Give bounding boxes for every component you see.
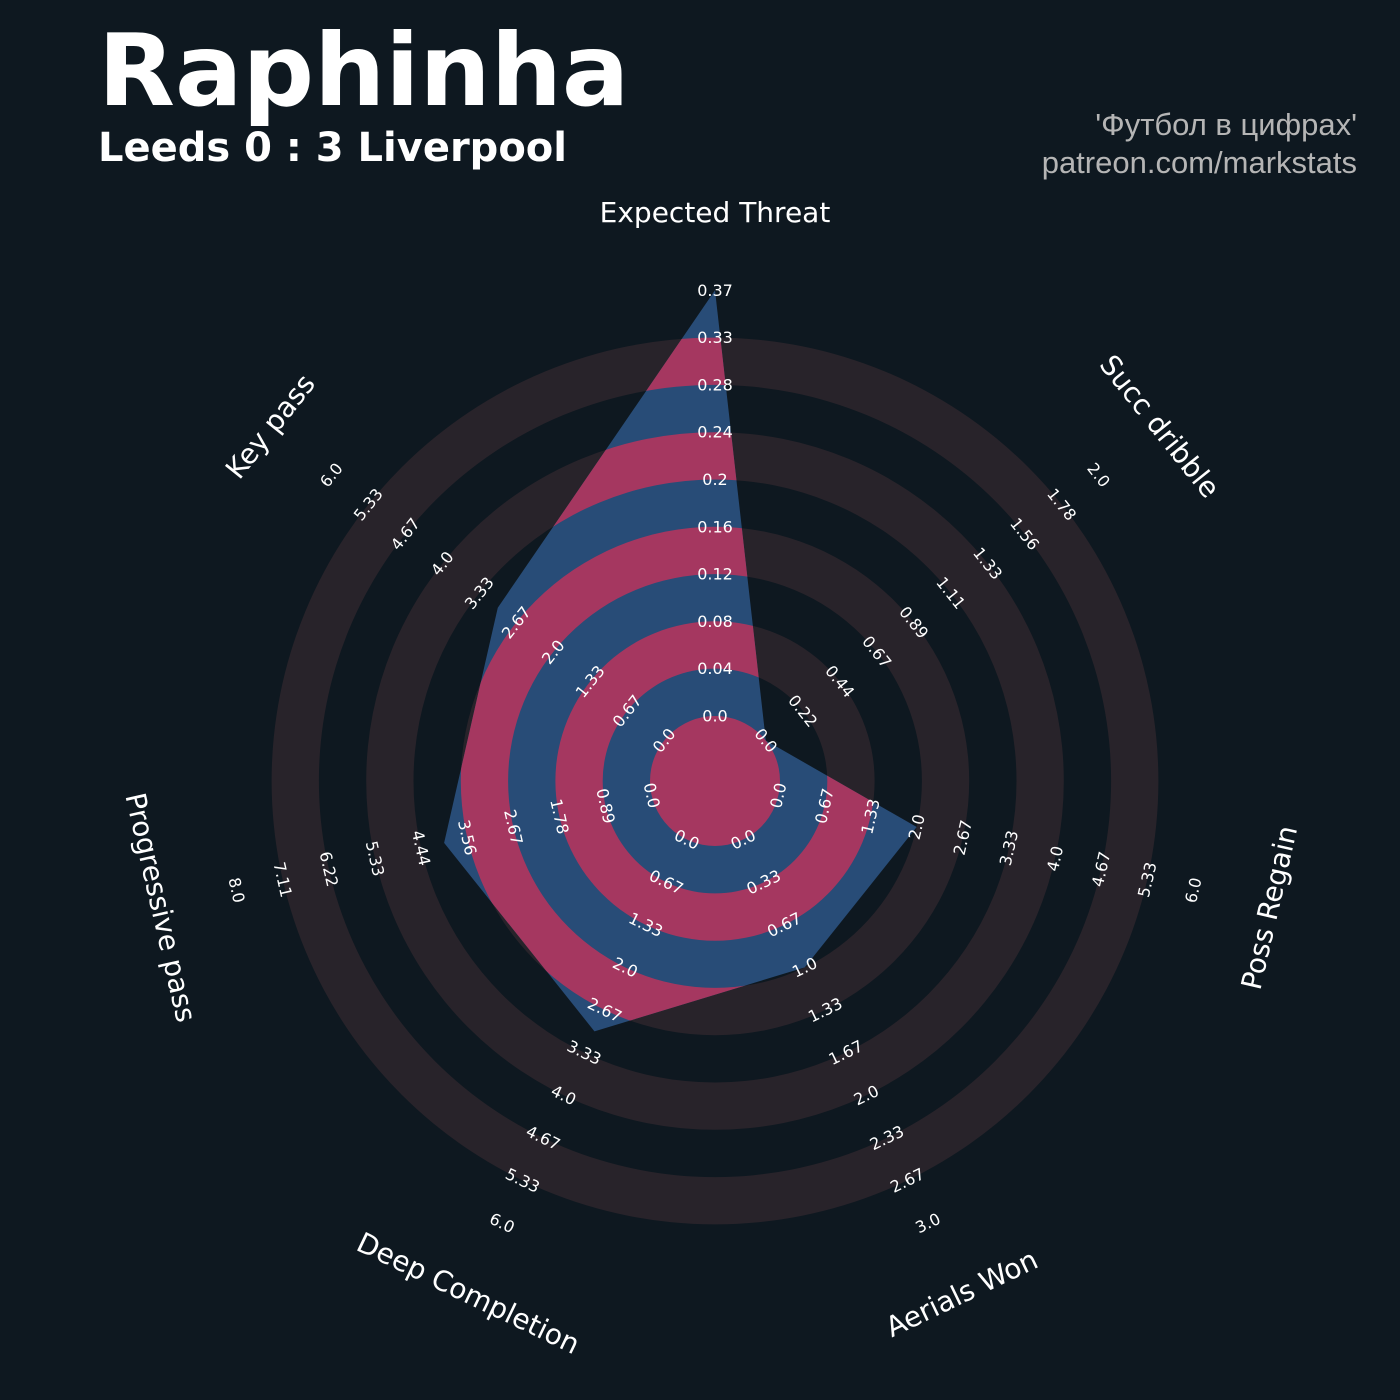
tick-label: 6.0 — [316, 459, 347, 491]
match-subtitle: Leeds 0 : 3 Liverpool — [98, 125, 567, 171]
tick-label: 0.24 — [697, 423, 733, 442]
polygon-inner-disc — [650, 716, 780, 846]
axis-label: Deep Completion — [352, 1226, 585, 1361]
tick-label: 0.12 — [697, 565, 733, 584]
player-name-title: Raphinha — [98, 12, 630, 129]
tick-label: 6.0 — [487, 1209, 518, 1237]
tick-label: 0.2 — [702, 470, 727, 489]
tick-label: 0.08 — [697, 612, 733, 631]
axis-label: Expected Threat — [600, 196, 831, 229]
axis-label: Progressive pass — [118, 790, 202, 1026]
tick-label: 0.37 — [697, 281, 733, 300]
tick-label: 0.33 — [697, 328, 733, 347]
tick-label: 6.0 — [1181, 876, 1205, 905]
axis-label: Aerials Won — [880, 1243, 1043, 1344]
tick-label: 0.16 — [697, 517, 733, 536]
tick-label: 2.0 — [1083, 459, 1114, 491]
axis-label: Succ dribble — [1093, 349, 1227, 505]
tick-label: 3.0 — [912, 1209, 943, 1237]
tick-label: 0.28 — [697, 375, 733, 394]
credit-block: 'Футбол в цифрах' patreon.com/markstats — [1042, 106, 1357, 182]
axis-label: Key pass — [219, 368, 322, 485]
tick-label: 8.0 — [225, 876, 249, 905]
tick-label: 0.0 — [702, 707, 727, 726]
tick-label: 0.04 — [697, 659, 733, 678]
credit-source-text: 'Футбол в цифрах' — [1095, 107, 1357, 142]
axis-label: Poss Regain — [1235, 822, 1304, 992]
credit-url-text: patreon.com/markstats — [1041, 145, 1357, 180]
